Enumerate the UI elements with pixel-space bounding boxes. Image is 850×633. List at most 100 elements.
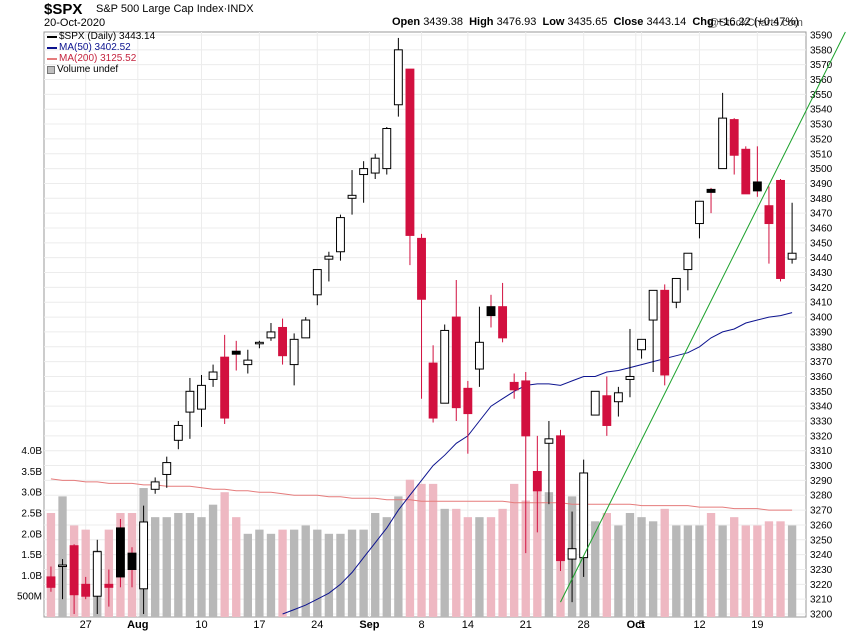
- y-tick-label: 3490: [810, 179, 833, 190]
- candle: [336, 214, 345, 261]
- candle-body: [567, 548, 577, 560]
- candle-body: [69, 545, 79, 596]
- candle: [637, 338, 646, 359]
- candle: [440, 324, 450, 404]
- candle-body: [625, 375, 635, 380]
- candle: [324, 251, 334, 282]
- legend-ma50: MA(50) 3402.52: [47, 42, 155, 53]
- candle-body: [104, 583, 114, 588]
- legend-price: $SPX (Daily) 3443.14: [47, 31, 155, 42]
- candle: [695, 200, 704, 239]
- volume-bar: [278, 529, 287, 617]
- volume-bar: [243, 533, 252, 617]
- x-tick-label: 14: [462, 619, 474, 631]
- candle: [150, 477, 160, 494]
- candle-body: [382, 128, 392, 170]
- candle: [579, 459, 589, 577]
- candle-body: [92, 551, 102, 597]
- candle: [359, 161, 369, 203]
- volume-bar: [440, 508, 449, 617]
- candle-body: [776, 179, 785, 279]
- candle-body: [613, 392, 623, 403]
- candle: [104, 569, 114, 607]
- volume-bar: [660, 508, 669, 617]
- candle: [776, 178, 785, 282]
- y-tick-label: 3520: [810, 134, 833, 145]
- volume-tick-label: 1.5B: [21, 550, 42, 561]
- volume-tick-label: 1.0B: [21, 571, 42, 582]
- high-value: 3476.93: [496, 16, 537, 28]
- candle: [463, 380, 473, 454]
- legend-ma50-swatch: [47, 46, 57, 49]
- chart-legend: $SPX (Daily) 3443.14 MA(50) 3402.52 MA(2…: [47, 31, 155, 75]
- candle-body: [474, 341, 484, 370]
- candle-body: [428, 362, 438, 419]
- x-tick-label: 17: [253, 619, 265, 631]
- volume-bar: [764, 521, 774, 617]
- candle-body: [324, 255, 334, 260]
- y-tick-label: 3270: [810, 506, 833, 517]
- volume-bar: [452, 508, 461, 617]
- candle: [706, 187, 716, 214]
- candle: [162, 456, 172, 488]
- volume-bar: [521, 500, 530, 617]
- volume-bar: [359, 529, 368, 617]
- y-tick-label: 3440: [810, 253, 833, 264]
- candle: [764, 186, 774, 264]
- volume-bar: [486, 517, 496, 617]
- x-tick-label: Oct: [627, 619, 646, 631]
- volume-bar: [776, 521, 785, 617]
- candle-body: [208, 371, 218, 380]
- volume-bar: [46, 513, 56, 617]
- volume-tick-label: 4.0B: [21, 446, 42, 457]
- volume-bar: [81, 529, 90, 617]
- chg-value: +16.22 (+0.47%): [716, 16, 799, 28]
- stockcharts-watermark[interactable]: @StockCharts.com: [708, 17, 803, 29]
- ma50-line: [282, 312, 793, 615]
- candle: [787, 202, 797, 264]
- candle-body: [579, 472, 589, 559]
- candle: [521, 372, 531, 554]
- candle-body: [220, 356, 230, 419]
- volume-bar: [706, 513, 716, 617]
- volume-bar: [371, 513, 380, 617]
- y-tick-label: 3240: [810, 550, 833, 561]
- x-tick-label: 8: [418, 619, 424, 631]
- high-label: High: [469, 16, 494, 28]
- candle-body: [336, 217, 345, 253]
- chg-label: Chg: [692, 16, 714, 28]
- candle: [347, 170, 357, 215]
- y-tick-label: 3220: [810, 580, 833, 591]
- y-tick-label: 3500: [810, 164, 833, 175]
- candle-body: [405, 68, 415, 236]
- volume-bar: [718, 525, 727, 617]
- candle-body: [197, 384, 206, 410]
- volume-bar: [382, 517, 391, 617]
- volume-bar: [498, 508, 507, 617]
- candle: [544, 421, 554, 505]
- volume-bar: [405, 479, 415, 617]
- legend-volume-label: Volume undef: [57, 64, 119, 75]
- volume-bar: [266, 533, 276, 617]
- volume-bar: [255, 529, 264, 617]
- volume-bar: [197, 517, 206, 617]
- y-tick-label: 3400: [810, 313, 833, 324]
- y-tick-label: 3550: [810, 90, 833, 101]
- candle: [405, 68, 415, 266]
- volume-bar: [533, 483, 542, 617]
- candle-body: [729, 119, 739, 156]
- candle: [312, 269, 322, 306]
- volume-bar: [220, 492, 229, 617]
- candle-body: [695, 200, 704, 225]
- candle-body: [532, 470, 542, 492]
- y-tick-label: 3310: [810, 446, 833, 457]
- candle-body: [231, 350, 241, 355]
- volume-bar: [614, 525, 623, 617]
- candle-body: [347, 194, 357, 199]
- candle: [127, 547, 137, 588]
- candle-body: [521, 380, 531, 437]
- volume-bar: [336, 533, 345, 617]
- candle-body: [660, 289, 670, 376]
- candle-body: [266, 331, 276, 339]
